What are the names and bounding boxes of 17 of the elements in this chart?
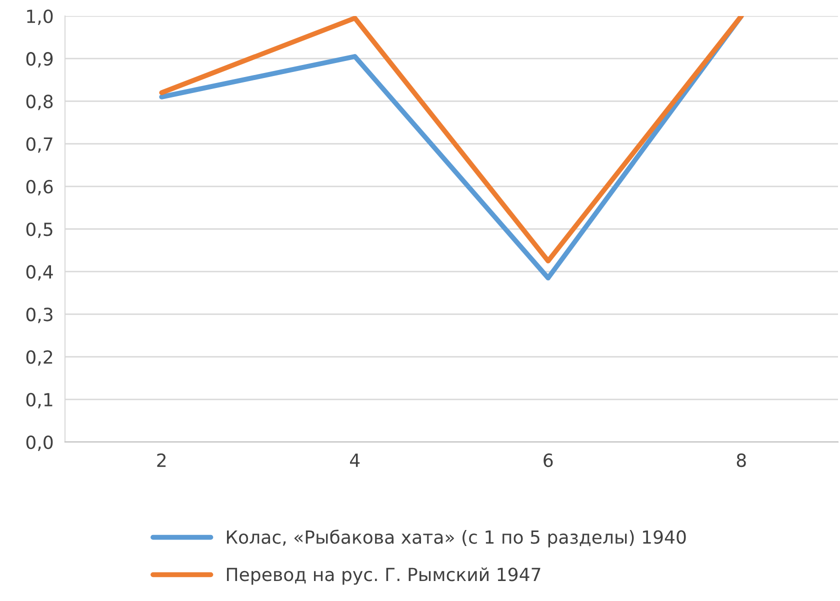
y-tick-label: 0,3 bbox=[26, 308, 52, 324]
legend-label: Колас, «Рыбакова хата» (с 1 по 5 разделы) 1940 bbox=[226, 530, 686, 548]
x-tick-label: 6 bbox=[544, 453, 553, 468]
y-tick-label: 0,8 bbox=[26, 94, 53, 110]
y-tick-label: 0,0 bbox=[26, 435, 53, 451]
y-tick-label: 0,4 bbox=[26, 265, 53, 281]
y-tick-label: 0,9 bbox=[26, 52, 53, 68]
x-tick-label: 8 bbox=[736, 453, 746, 468]
y-tick-label: 0,1 bbox=[26, 392, 52, 408]
y-tick-label: 0,6 bbox=[26, 180, 53, 196]
x-tick-label: 2 bbox=[157, 453, 166, 467]
legend-label: Перевод на рус. Г. Рымский 1947 bbox=[226, 567, 540, 585]
y-tick-label: 0,7 bbox=[26, 137, 52, 153]
y-tick-label: 0,2 bbox=[26, 350, 52, 366]
x-tick-label: 4 bbox=[350, 454, 360, 467]
y-tick-label: 0,5 bbox=[26, 222, 52, 238]
y-tick-label: 1,0 bbox=[27, 9, 53, 25]
